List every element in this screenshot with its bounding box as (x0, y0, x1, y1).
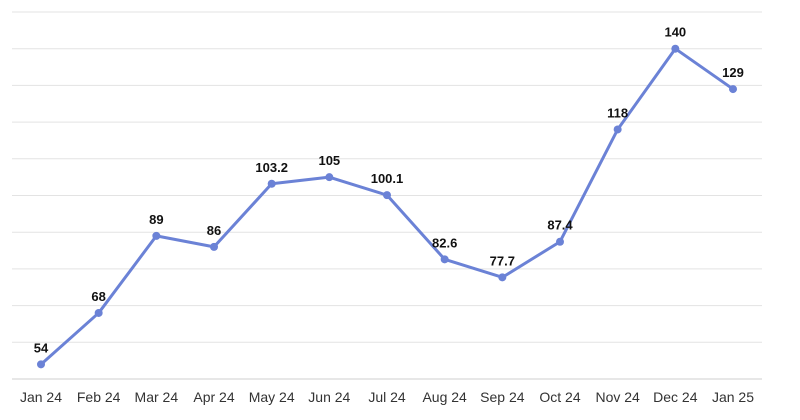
data-point (556, 237, 564, 246)
data-label: 68 (91, 289, 105, 304)
data-label: 77.7 (490, 253, 515, 268)
x-tick-label: May 24 (249, 389, 295, 405)
x-tick-label: Nov 24 (595, 389, 640, 405)
series-line (39, 47, 735, 366)
data-label: 103.2 (255, 160, 288, 175)
data-point (613, 125, 622, 134)
data-label: 89 (149, 212, 163, 227)
data-point (671, 44, 680, 53)
x-tick-label: Apr 24 (193, 389, 234, 405)
x-tick-label: Jan 25 (712, 389, 754, 405)
data-point (152, 231, 161, 240)
data-label: 140 (664, 25, 686, 40)
data-point (440, 255, 449, 264)
x-tick-label: Dec 24 (653, 389, 698, 405)
data-label: 100.1 (371, 171, 404, 186)
data-label: 87.4 (547, 218, 573, 233)
x-tick-labels: Jan 24 Feb 24 Mar 24 Apr 24 May 24 Jun 24 Jul … (20, 389, 754, 405)
data-label: 118 (607, 105, 628, 120)
data-label: 105 (318, 153, 340, 168)
data-point (325, 173, 334, 182)
data-point-layer (37, 44, 737, 369)
data-label-layer: 54 68 89 86 103.2 105 100.1 82.6 77.7 87.4 118 140 1… (34, 25, 744, 356)
data-point (94, 308, 103, 317)
data-label: 54 (34, 340, 49, 355)
x-tick-label: Sep 24 (480, 389, 525, 405)
x-tick-label: Jan 24 (20, 389, 62, 405)
x-tick-label: Oct 24 (539, 389, 580, 405)
x-tick-label: Jul 24 (368, 389, 406, 405)
data-label: 86 (207, 223, 221, 238)
series-line-layer (39, 47, 735, 366)
data-label: 82.6 (432, 235, 457, 250)
x-tick-label: Aug 24 (422, 389, 467, 405)
x-tick-label: Feb 24 (77, 389, 121, 405)
data-point (37, 360, 45, 369)
data-point (267, 179, 276, 188)
data-point (383, 191, 391, 200)
data-point (498, 273, 507, 282)
x-tick-label: Mar 24 (135, 389, 179, 405)
x-tick-label: Jun 24 (308, 389, 350, 405)
data-point (210, 242, 218, 251)
data-label: 129 (722, 65, 744, 80)
data-point (729, 85, 737, 94)
